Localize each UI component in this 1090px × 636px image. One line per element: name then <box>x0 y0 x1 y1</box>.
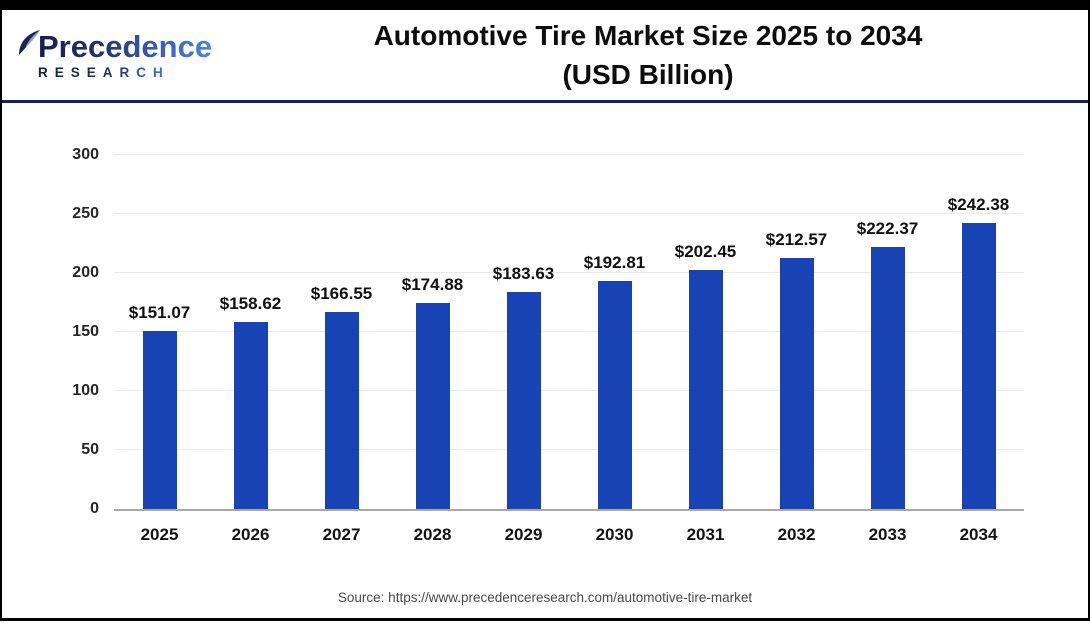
leaf-icon <box>16 29 42 62</box>
bar-group-2028: $174.88 2028 <box>387 155 478 544</box>
logo-brand-text: Precedence <box>38 28 213 64</box>
x-tick-label: 2033 <box>868 525 907 544</box>
y-tick-label: 200 <box>72 264 99 281</box>
value-label: $183.63 <box>492 264 555 284</box>
bar-2025 <box>142 330 177 509</box>
bar-group-2034: $242.38 2034 <box>933 155 1024 544</box>
y-tick-label: 250 <box>72 205 99 222</box>
bar-2032 <box>779 258 814 509</box>
bar-2031 <box>688 270 723 509</box>
value-label: $158.62 <box>219 293 282 313</box>
bar-group-2025: $151.07 2025 <box>114 155 205 544</box>
chart-title-line1: Automotive Tire Market Size 2025 to 2034 <box>373 19 923 51</box>
bar-group-2027: $166.55 2027 <box>296 155 387 544</box>
bar-group-2026: $158.62 2026 <box>205 155 296 544</box>
x-tick-label: 2029 <box>504 525 543 544</box>
value-label: $212.57 <box>765 230 828 250</box>
value-label: $166.55 <box>310 284 373 304</box>
value-label: $202.45 <box>674 242 737 262</box>
x-tick-label: 2030 <box>595 525 634 544</box>
chart-title: Automotive Tire Market Size 2025 to 2034… <box>226 16 1070 94</box>
value-label: $192.81 <box>583 253 646 273</box>
y-tick-label: 150 <box>72 323 99 340</box>
x-tick-label: 2026 <box>231 525 270 544</box>
y-tick-label: 0 <box>90 500 99 517</box>
value-label: $151.07 <box>128 302 191 322</box>
bar-2029 <box>506 292 541 509</box>
x-tick-label: 2031 <box>686 525 725 544</box>
x-tick-label: 2027 <box>322 525 361 544</box>
gridline <box>114 331 1024 332</box>
bar-chart: 0 50 100 150 200 250 300 $151.07 2025 $158.62 202… <box>2 103 1088 615</box>
source-text: Source: https://www.precedenceresearch.c… <box>337 590 753 605</box>
gridline <box>114 154 1024 155</box>
value-label: $242.38 <box>947 195 1010 214</box>
chart-card: Precedence RESEARCH Automotive Tire Mark… <box>0 0 1090 621</box>
bar-2030 <box>597 281 632 509</box>
bar-2033 <box>870 246 905 509</box>
bar-group-2030: $192.81 2030 <box>569 155 660 544</box>
precedence-research-logo: Precedence RESEARCH <box>16 28 226 80</box>
bar-group-2029: $183.63 2029 <box>478 155 569 544</box>
y-tick-label: 300 <box>72 146 99 163</box>
x-tick-label: 2032 <box>777 525 816 544</box>
bar-2027 <box>324 312 359 509</box>
gridline <box>114 390 1024 391</box>
y-tick-label: 100 <box>72 382 99 399</box>
plot-area: $151.07 2025 $158.62 2026 $166.55 2027 $174.88… <box>114 154 1024 544</box>
header: Precedence RESEARCH Automotive Tire Mark… <box>2 10 1088 103</box>
x-tick-label: 2034 <box>959 525 998 544</box>
y-tick-label: 50 <box>81 441 99 458</box>
bar-2026 <box>233 321 268 509</box>
gridline <box>114 449 1024 450</box>
gridline <box>114 213 1024 214</box>
x-tick-label: 2028 <box>413 525 452 544</box>
bar-group-2031: $202.45 2031 <box>660 155 751 544</box>
bar-group-2032: $212.57 2032 <box>751 155 842 544</box>
chart-title-line2: (USD Billion) <box>562 59 734 90</box>
logo-sub-text: RESEARCH <box>38 64 170 80</box>
value-label: $222.37 <box>856 218 919 238</box>
value-label: $174.88 <box>401 274 464 294</box>
y-axis-labels: 0 50 100 150 200 250 300 <box>2 147 99 517</box>
bar-2034 <box>961 223 996 509</box>
x-tick-label: 2025 <box>140 525 179 544</box>
bar-2028 <box>415 302 450 509</box>
gridline <box>114 272 1024 273</box>
bar-group-2033: $222.37 2033 <box>842 155 933 544</box>
bars: $151.07 2025 $158.62 2026 $166.55 2027 $174.88… <box>114 155 1024 544</box>
